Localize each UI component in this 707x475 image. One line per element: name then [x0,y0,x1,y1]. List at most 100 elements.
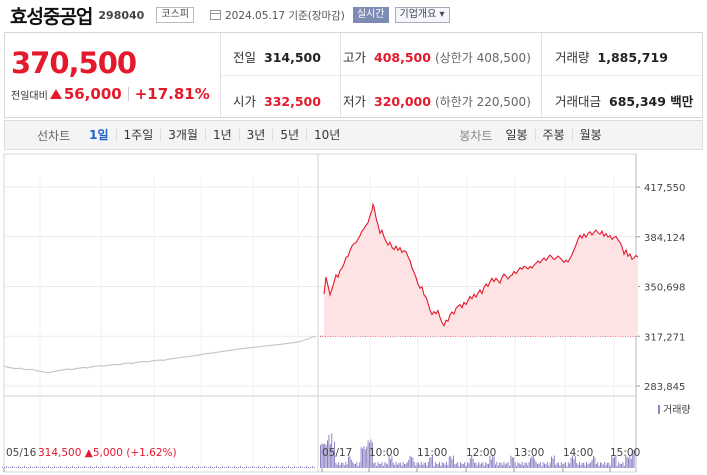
period-3m[interactable]: 3개월 [160,129,205,141]
company-name: 효성중공업 [10,5,93,28]
volume-bar [503,461,505,468]
y-tick-label: 417,550 [644,183,685,194]
volume-bar [228,466,229,468]
volume-bar [278,467,279,468]
volume-bar [608,462,610,468]
volume-bar [78,466,79,468]
volume-bar [559,465,561,468]
volume-bar [44,467,45,468]
stock-header: 효성중공업 298040 코스피 2024.05.17 기준(장마감) 실시간 … [0,0,707,30]
volume-bar [482,462,484,468]
volume-bar [432,455,433,468]
open-label: 시가 [233,94,257,109]
change-amount: 56,000 [63,85,122,103]
period-1y[interactable]: 1년 [204,129,239,141]
volume-bar [450,456,452,468]
candle-daily[interactable]: 일봉 [505,128,528,142]
volume-bar [500,462,502,468]
volume-bar [538,463,540,468]
volume-bar [474,462,475,468]
volume-bar [106,467,107,468]
volume-bar [254,467,255,468]
volume-bar [162,466,163,468]
volume-bar [453,455,454,468]
volume-bar [471,455,473,468]
today-area-fill [324,204,638,337]
volume-bar [373,463,375,468]
volume-bar [509,465,510,468]
company-info-dropdown[interactable]: 기업개요 ▾ [394,7,450,23]
candle-monthly[interactable]: 월봉 [571,129,609,141]
volume-bar [458,466,460,468]
volume-bar [418,462,419,468]
volume-bar [530,458,531,468]
period-1d[interactable]: 1일 [89,128,109,142]
volume-bar [387,464,389,468]
volume-bar [457,462,459,468]
period-10y[interactable]: 10년 [306,129,347,141]
volume-bar [433,466,435,468]
volume-bar [476,465,478,468]
volume-bar [584,465,586,468]
volume-bar [461,463,463,468]
today-price-line [323,202,639,327]
volume-bar [314,467,315,468]
volume-bar [419,464,421,468]
volume-bar [581,462,583,468]
volume-bar [558,462,559,468]
volume-bar [481,463,482,468]
volume-bar [30,466,31,468]
volume-bar [64,467,65,468]
volume-bar [625,455,627,468]
volume-bar [176,467,177,468]
volume-bar [68,467,69,468]
amount-value: 685,349 백만 [609,94,694,109]
period-1w[interactable]: 1주일 [115,129,161,141]
volume-bar [212,467,213,468]
volume-bar [490,459,492,468]
volume-bar [214,467,215,468]
volume-bar [623,465,625,468]
volume-bar [20,467,21,468]
volume-bar [443,463,445,468]
volume-bar [570,457,572,468]
volume-bar [371,442,373,468]
market-badge: 코스피 [156,7,194,23]
volume-bar [118,467,119,468]
volume-bar [252,466,253,468]
volume-bar [146,467,147,468]
candle-weekly[interactable]: 주봉 [534,129,572,141]
volume-bar [364,449,366,468]
volume-bar [88,467,89,468]
volume-bar [198,466,199,468]
period-5y[interactable]: 5년 [272,129,306,141]
volume-bar [411,457,412,468]
volume-bar [320,445,321,468]
volume-bar [611,455,613,468]
volume-bar [286,467,287,468]
volume-bar [256,467,257,468]
volume-bar [102,466,103,468]
volume-bar [92,467,93,468]
volume-bar [576,463,578,468]
volume-bar [210,466,211,468]
volume-bar [502,465,503,468]
volume-bar [18,466,19,468]
volume-bar [566,466,568,468]
volume-bar [274,467,275,468]
x-tick-label: 14:00 [563,447,593,459]
realtime-button[interactable]: 실시간 [352,7,389,23]
volume-bar [583,462,585,468]
volume-bar [172,467,173,468]
volume-bar [523,465,524,468]
volume-bar [226,467,227,468]
volume-bar [516,466,517,468]
volume-bar [114,466,115,468]
volume-bar [222,466,223,468]
volume-bar [632,449,634,468]
period-3y[interactable]: 3년 [238,129,273,141]
open-value: 332,500 [264,94,321,109]
volume-bar [332,449,334,468]
volume-bar [86,467,87,468]
volume-bar [16,467,17,468]
